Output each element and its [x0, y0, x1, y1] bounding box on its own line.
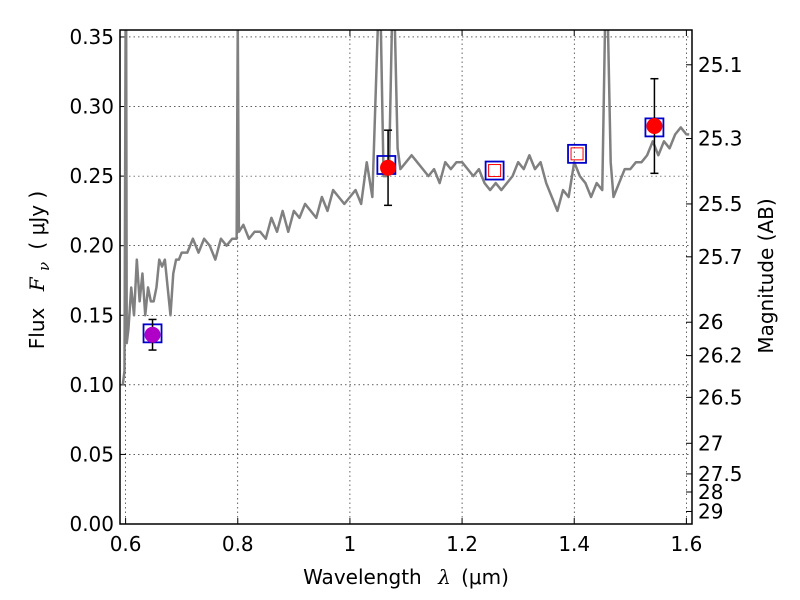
- observed-photometry-point: [144, 326, 161, 343]
- x-tick-label: 0.8: [222, 532, 254, 556]
- plot-frame: [119, 29, 693, 525]
- observed-photometry-point: [380, 159, 397, 176]
- y2-tick-label: 29: [698, 499, 723, 523]
- y-tick-label: 0.30: [69, 95, 114, 119]
- x-axis-title-unit: (μm): [461, 565, 509, 589]
- x-tick-label: 1: [344, 532, 357, 556]
- upper-limit-square: [570, 147, 584, 161]
- y2-tick-label: 26.5: [698, 385, 743, 409]
- x-axis-title-symbol: λ: [437, 565, 451, 589]
- y-tick-label: 0.05: [69, 442, 114, 466]
- y-axis-title-unit: ( μJy ): [25, 191, 49, 250]
- y-tick-label: 0.20: [69, 234, 114, 258]
- y2-tick-label: 27: [698, 431, 723, 455]
- y2-tick-label: 25.3: [698, 127, 743, 151]
- x-axis-title-text: Wavelength: [303, 565, 422, 589]
- ticks: 0.6 0.8 1 1.2 1.4 1.6 0.00 0.05 0.10 0.15 0.20 0.25…: [69, 25, 742, 556]
- y-axis-title-symbol: F: [25, 276, 49, 292]
- y2-tick-label: 28: [698, 480, 723, 504]
- y2-tick-label: 25.7: [698, 245, 743, 269]
- x-tick-label: 0.6: [110, 532, 142, 556]
- markers: [142, 77, 665, 351]
- model-photometry-square: [567, 143, 587, 164]
- series: [121, 30, 690, 386]
- x-tick-label: 1.6: [670, 532, 702, 556]
- y2-tick-label: 26: [698, 310, 723, 334]
- y-axis-title-text: Flux: [25, 307, 49, 349]
- y2-tick-label: 26.2: [698, 344, 743, 368]
- y-axis-title-subscript: ν: [35, 262, 53, 271]
- upper-limit-square: [488, 164, 502, 178]
- y-tick-label: 0.25: [69, 164, 114, 188]
- spectrum-line: [121, 30, 690, 386]
- y-tick-label: 0.15: [69, 303, 114, 327]
- observed-photometry-point: [646, 118, 663, 135]
- y-tick-label: 0.35: [69, 25, 114, 49]
- y-tick-label: 0.10: [69, 373, 114, 397]
- x-axis-title: Wavelength λ (μm): [303, 565, 509, 589]
- y-axis-title: Flux F ν ( μJy ): [25, 191, 54, 349]
- model-photometry-square: [484, 160, 505, 181]
- y2-tick-label: 25.1: [698, 53, 743, 77]
- y2-tick-label: 27.5: [698, 462, 743, 486]
- y2-axis-title: Magnitude (AB): [754, 198, 778, 353]
- y2-tick-label: 25.5: [698, 192, 743, 216]
- y-tick-label: 0.00: [69, 512, 114, 536]
- grid: [120, 30, 692, 525]
- x-tick-label: 1.4: [558, 532, 590, 556]
- x-tick-label: 1.2: [446, 532, 478, 556]
